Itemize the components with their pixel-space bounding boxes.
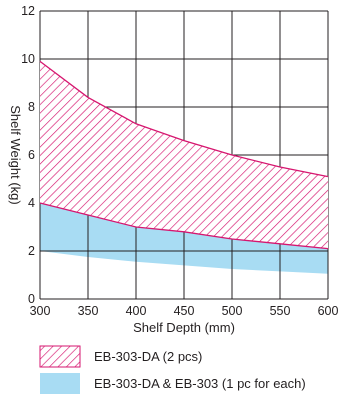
legend-swatch-hatched (39, 345, 81, 368)
x-tick-label-500: 500 (222, 304, 243, 318)
y-tick-label-10: 10 (21, 52, 35, 66)
x-axis-title: Shelf Depth (mm) (133, 320, 235, 335)
y-tick-label-4: 4 (28, 196, 35, 210)
x-tick-label-400: 400 (126, 304, 147, 318)
hatched-upper-boundary (39, 60, 329, 178)
legend-label-filled: EB-303-DA & EB-303 (1 pc for each) (94, 376, 306, 391)
legend-label-hatched: EB-303-DA (2 pcs) (94, 349, 202, 364)
y-tick-label-8: 8 (28, 100, 35, 114)
y-tick-label-2: 2 (28, 244, 35, 258)
hatched-lower-boundary (39, 202, 329, 250)
y-tick-label-12: 12 (21, 4, 35, 18)
x-tick-label-550: 550 (270, 304, 291, 318)
legend: EB-303-DA (2 pcs) EB-303-DA & EB-303 (1 … (39, 345, 306, 394)
y-tick-label-6: 6 (28, 148, 35, 162)
legend-swatch-filled (40, 373, 80, 394)
x-tick-label-350: 350 (78, 304, 99, 318)
y-tick-label-0: 0 (28, 292, 35, 306)
x-tick-label-300: 300 (30, 304, 51, 318)
x-tick-label-600: 600 (318, 304, 339, 318)
band-area-hatched (40, 61, 328, 249)
x-tick-label-450: 450 (174, 304, 195, 318)
y-axis-title: Shelf Weight (kg) (8, 105, 23, 204)
